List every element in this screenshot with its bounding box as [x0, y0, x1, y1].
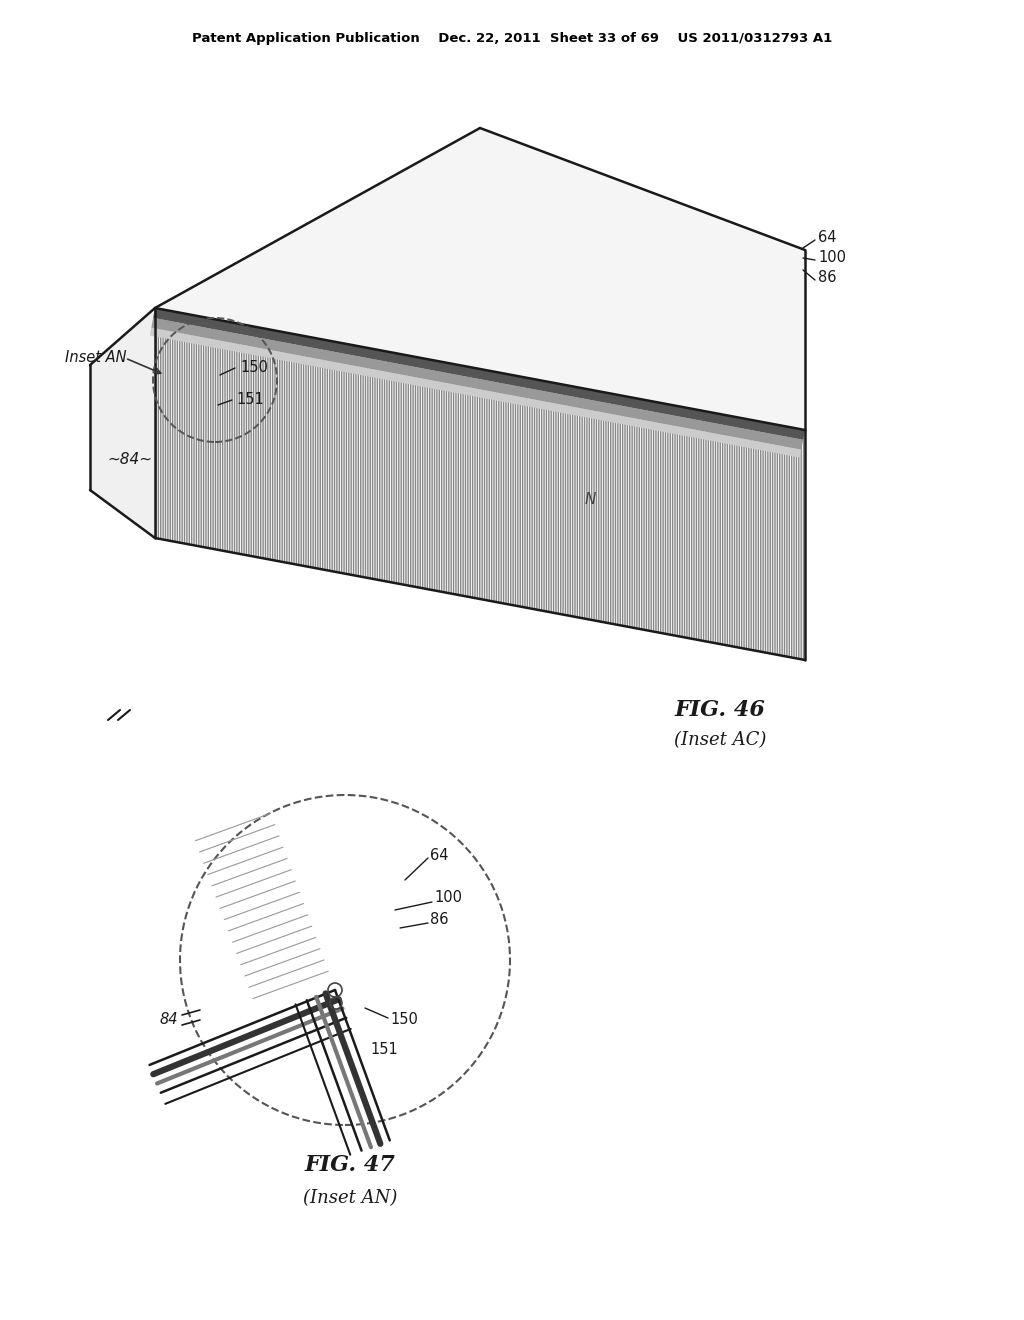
Text: 84: 84 [160, 1012, 178, 1027]
Text: FIG. 47: FIG. 47 [304, 1154, 395, 1176]
Text: N: N [585, 492, 596, 507]
Polygon shape [152, 318, 803, 450]
Polygon shape [155, 128, 805, 430]
Text: 100: 100 [434, 891, 462, 906]
Polygon shape [154, 308, 805, 440]
Text: 150: 150 [390, 1012, 418, 1027]
Text: 64: 64 [818, 231, 837, 246]
Text: 151: 151 [236, 392, 264, 408]
Text: 64: 64 [430, 847, 449, 862]
Text: 150: 150 [240, 360, 268, 375]
Polygon shape [155, 308, 805, 660]
Text: Inset AN: Inset AN [65, 351, 127, 366]
Text: 86: 86 [430, 912, 449, 928]
Text: 86: 86 [818, 271, 837, 285]
Text: Patent Application Publication    Dec. 22, 2011  Sheet 33 of 69    US 2011/03127: Patent Application Publication Dec. 22, … [191, 32, 833, 45]
Text: (Inset AN): (Inset AN) [303, 1189, 397, 1206]
Text: 151: 151 [370, 1043, 397, 1057]
Text: FIG. 46: FIG. 46 [675, 700, 765, 721]
Polygon shape [90, 308, 155, 539]
Text: 100: 100 [818, 251, 846, 265]
Polygon shape [150, 327, 802, 458]
Text: ~84~: ~84~ [108, 453, 153, 467]
Text: (Inset AC): (Inset AC) [674, 731, 766, 748]
